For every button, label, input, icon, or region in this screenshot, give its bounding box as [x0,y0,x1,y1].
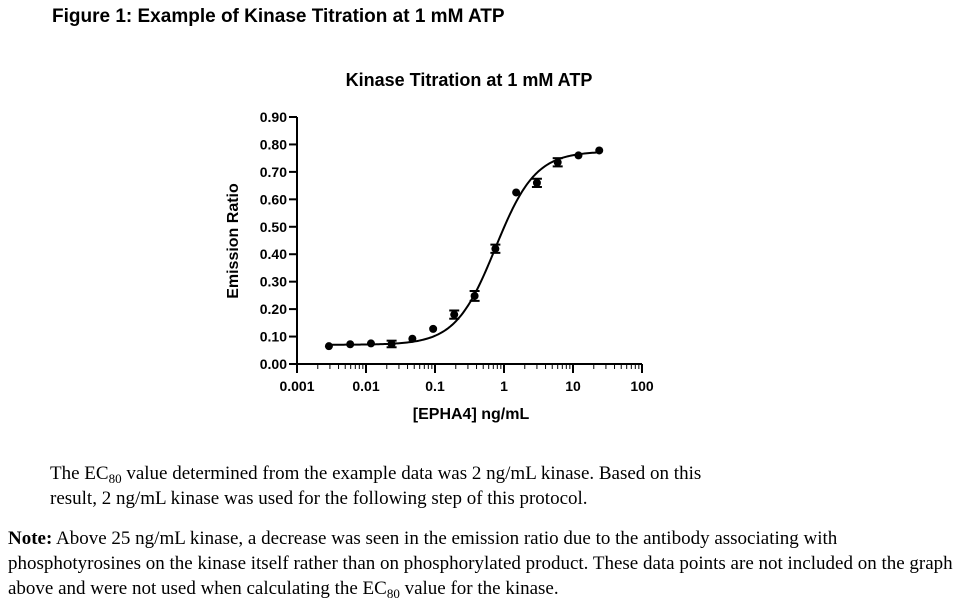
data-point [595,146,604,155]
ec80-result-paragraph: The EC80 value determined from the examp… [50,461,850,511]
data-point [553,158,562,167]
data-point [429,324,438,333]
note-text-b: value for the kinase. [399,578,559,599]
fit-curve-line [328,151,600,346]
data-point [366,339,375,348]
y-tick-label: 0.50 [260,219,287,235]
x-tick-label: 0.01 [352,378,379,394]
y-tick-label: 0.10 [260,329,287,345]
y-axis-label: Emission Ratio [225,183,242,299]
note-subscript: 80 [386,586,400,601]
para-line-2: result, 2 ng/mL kinase was used for the … [50,488,588,509]
y-tick-label: 0.20 [260,301,287,317]
x-tick-label: 0.001 [279,378,314,394]
y-tick-label: 0.70 [260,164,287,180]
note-paragraph: Note: Above 25 ng/mL kinase, a decrease … [8,526,970,601]
data-point [346,340,355,349]
y-tick-label: 0.60 [260,191,287,207]
data-point [491,244,500,253]
para-text-a: The EC [50,463,109,484]
data-point [450,310,459,319]
y-tick-label: 0.40 [260,246,287,262]
y-tick-label: 0.80 [260,136,287,152]
para-subscript: 80 [108,471,122,486]
note-label: Note: [8,528,53,549]
axes: 0.00 0.10 0.20 0.30 0.40 0.50 0.60 0.70 0.80 0.90… [260,109,654,394]
x-tick-label: 0.1 [425,378,445,394]
data-point [574,151,583,160]
fit-curve-layer [328,151,600,346]
x-tick-label: 1 [500,378,508,394]
y-tick-label: 0.00 [260,356,287,372]
x-axis-label: [EPHA4] ng/mL [413,406,530,423]
kinase-titration-chart: Kinase Titration at 1 mM ATP 0.00 0.10 0.2… [225,70,654,423]
note-text-a: Above 25 ng/mL kinase, a decrease was se… [8,528,953,599]
figure-caption: Figure 1: Example of Kinase Titration at… [52,6,505,27]
x-tick-label: 10 [565,378,581,394]
chart-title: Kinase Titration at 1 mM ATP [346,70,593,90]
data-points-layer [324,146,604,351]
x-tick-label: 100 [630,378,654,394]
data-point [470,291,479,300]
data-point [532,178,541,187]
y-tick-label: 0.30 [260,274,287,290]
y-tick-label: 0.90 [260,109,287,125]
para-text-b: value determined from the example data w… [121,463,702,484]
data-point [387,339,396,348]
data-point [324,342,333,351]
data-point [512,188,521,197]
data-point [408,334,417,343]
